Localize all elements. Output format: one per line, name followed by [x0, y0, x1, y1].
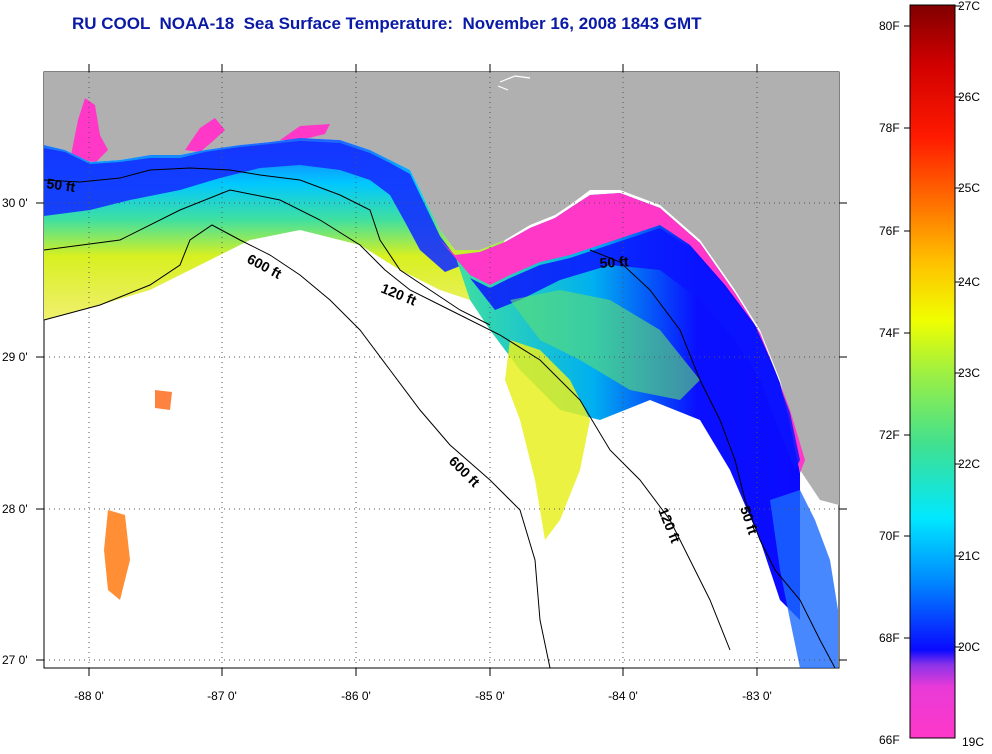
bay-outline	[497, 75, 531, 91]
colorbar-c-label: 19C	[962, 735, 984, 749]
lon-tick-label: -84 0'	[608, 689, 638, 703]
colorbar	[909, 4, 956, 739]
lat-tick-label: 29 0'	[2, 350, 28, 364]
colorbar-c-label: 25C	[958, 181, 980, 195]
sst-blue-east	[470, 228, 800, 470]
colorbar-c-label: 26C	[958, 90, 980, 104]
sst-orange-west	[104, 510, 130, 600]
colorbar-f-label: 66F	[879, 733, 900, 747]
colorbar-ticks	[904, 5, 961, 648]
colorbar-f-label: 72F	[879, 428, 900, 442]
colorbar-c-label: 23C	[958, 366, 980, 380]
sst-blue-band	[44, 141, 470, 272]
colorbar-c-label: 20C	[958, 640, 980, 654]
map-title: RU COOL NOAA-18 Sea Surface Temperature:…	[72, 14, 702, 33]
lat-tick-label: 28 0'	[2, 502, 28, 516]
lon-tick-label: -88 0'	[74, 689, 104, 703]
lon-tick-label: -83 0'	[742, 689, 772, 703]
colorbar-c-label: 24C	[958, 275, 980, 289]
sst-pink-nearshore	[440, 193, 805, 473]
coastal-bay-mid	[185, 118, 225, 152]
contour-50ft-west	[43, 167, 491, 326]
colorbar-f-label: 74F	[879, 326, 900, 340]
colorbar-f-label: 70F	[879, 529, 900, 543]
coastal-bay-east	[280, 124, 330, 140]
colorbar-c-label: 22C	[958, 457, 980, 471]
sst-yellow-south	[505, 340, 590, 540]
lon-tick-label: -87 0'	[207, 689, 237, 703]
bathymetry-contours	[43, 167, 836, 669]
lat-tick-label: 27 0'	[2, 653, 28, 667]
colorbar-c-label: 27C	[958, 0, 980, 13]
contour-120ft	[43, 189, 731, 651]
land	[44, 72, 839, 505]
contour-label-50ft-east: 50 ft	[599, 253, 629, 271]
lon-tick-label: -85 0'	[475, 689, 505, 703]
colorbar-f-label: 80F	[879, 19, 900, 33]
contour-600ft	[43, 224, 551, 669]
sst-blue-south	[770, 490, 838, 668]
lon-tick-label: -86 0'	[341, 689, 371, 703]
contour-label-50ft-west: 50 ft	[46, 175, 77, 195]
sst-orange-west2	[155, 390, 172, 410]
frame-ticks	[36, 64, 847, 676]
coastal-bay-west	[70, 98, 108, 162]
lat-tick-label: 30 0'	[2, 196, 28, 210]
sst-green-mid	[510, 290, 700, 400]
colorbar-f-label: 76F	[879, 224, 900, 238]
contour-50ft-east	[589, 249, 836, 669]
colorbar-c-label: 21C	[958, 549, 980, 563]
colorbar-f-label: 68F	[879, 631, 900, 645]
colorbar-f-label: 78F	[879, 121, 900, 135]
